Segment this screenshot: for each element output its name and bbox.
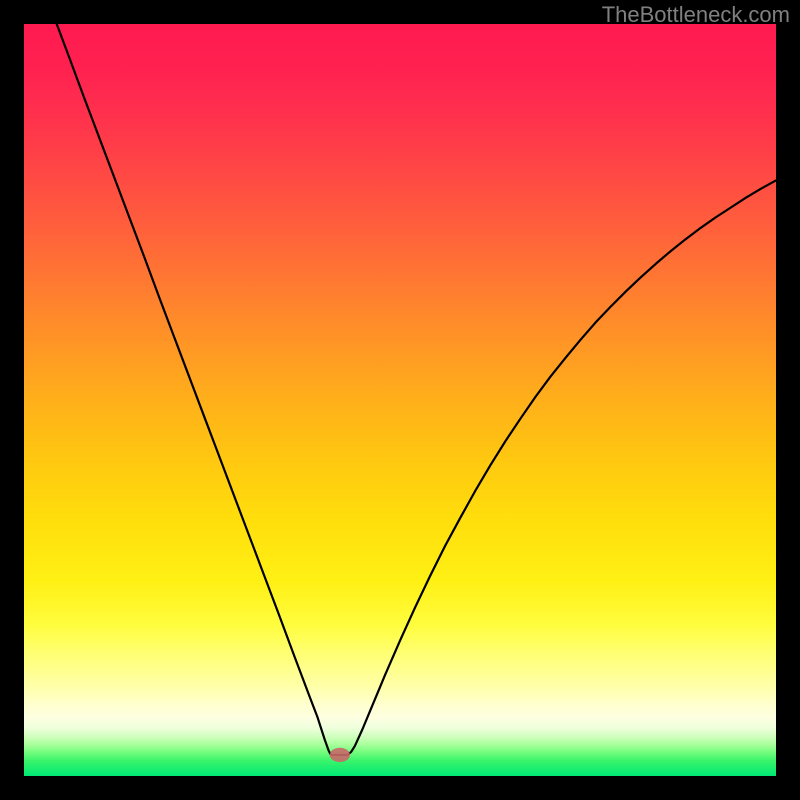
gradient-background: [24, 24, 776, 776]
plot-area: [24, 24, 776, 776]
optimum-marker: [330, 748, 350, 762]
bottleneck-chart-svg: [24, 24, 776, 776]
watermark-text: TheBottleneck.com: [602, 2, 790, 28]
chart-frame: TheBottleneck.com: [0, 0, 800, 800]
